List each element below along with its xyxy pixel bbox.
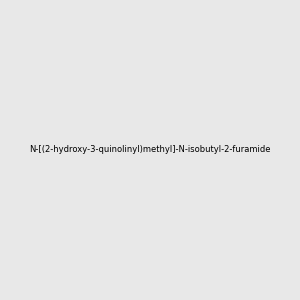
Text: N-[(2-hydroxy-3-quinolinyl)methyl]-N-isobutyl-2-furamide: N-[(2-hydroxy-3-quinolinyl)methyl]-N-iso…: [29, 146, 271, 154]
